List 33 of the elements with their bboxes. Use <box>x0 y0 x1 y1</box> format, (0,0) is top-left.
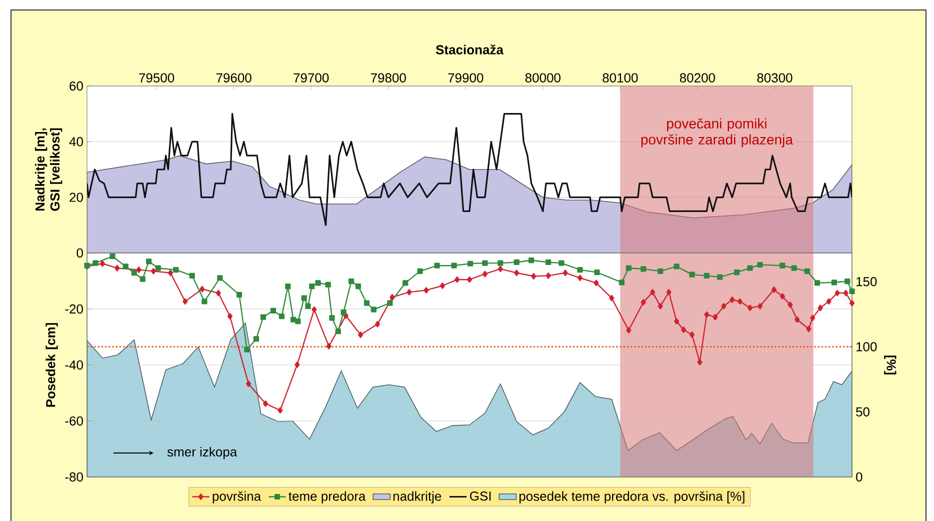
x-tick-label: 79600 <box>216 73 252 82</box>
y-tick-label: 60 <box>70 81 83 91</box>
y-tick-label: 40 <box>69 137 83 146</box>
x-tick-label: 80100 <box>602 73 638 82</box>
x-tick-label: 79700 <box>294 73 329 82</box>
y-tick-label: -20 <box>65 304 83 314</box>
y2-tick-label: 50 <box>856 407 870 416</box>
y-tick-label: -80 <box>65 472 83 482</box>
x-tick-label: 79900 <box>448 73 484 82</box>
y2-axis-title: [%] <box>884 356 896 374</box>
band-label: povečani pomiki površine zaradi plazenja <box>641 118 793 148</box>
y-tick-label: 0 <box>76 248 83 258</box>
x-tick-label: 80200 <box>680 73 716 82</box>
legend-label: GSI <box>470 491 491 501</box>
x-axis-title: Stacionaža <box>436 44 504 54</box>
annotation: smer izkopa <box>167 446 238 460</box>
x-tick-label: 80300 <box>757 73 792 82</box>
y-tick-label: -60 <box>65 416 83 426</box>
x-tick-label: 79500 <box>139 73 174 82</box>
y-tick-label: 20 <box>70 192 83 202</box>
y-axis-title: Posedek [cm] <box>46 323 58 407</box>
legend-label: posedek teme predora vs. površina [%] <box>519 491 744 504</box>
x-tick-label: 79800 <box>370 73 406 82</box>
legend-label: teme predora <box>288 491 366 504</box>
y-tick-label: -40 <box>65 360 83 370</box>
line-series <box>87 113 852 226</box>
legend-label: nadkritje <box>393 491 442 504</box>
y2-tick-label: 0 <box>856 472 862 482</box>
x-tick-label: 80000 <box>525 73 560 82</box>
legend-label: površina <box>212 491 262 504</box>
y2-tick-label: 150 <box>856 277 877 286</box>
y2-tick-label: 100 <box>856 342 877 352</box>
y-axis-title: Nadkritje [m], GSI [velikost] <box>35 128 62 211</box>
